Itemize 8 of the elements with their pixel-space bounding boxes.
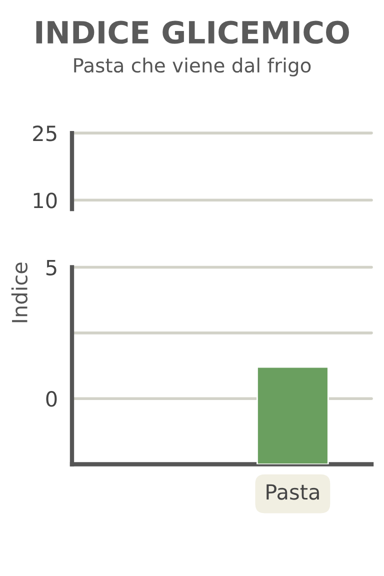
x-tick-label: Pasta	[266, 484, 319, 500]
y-tick-label: 10	[34, 192, 57, 208]
y-tick-label: 0	[46, 391, 57, 407]
y-tick-label: 5	[46, 260, 56, 276]
chart-title: INDICE GLICEMICO	[36, 20, 349, 44]
chart-subtitle: Pasta che viene dal frigo	[74, 58, 311, 76]
y-axis-title: Indice	[11, 262, 28, 322]
y-tick-label: 25	[33, 126, 56, 142]
